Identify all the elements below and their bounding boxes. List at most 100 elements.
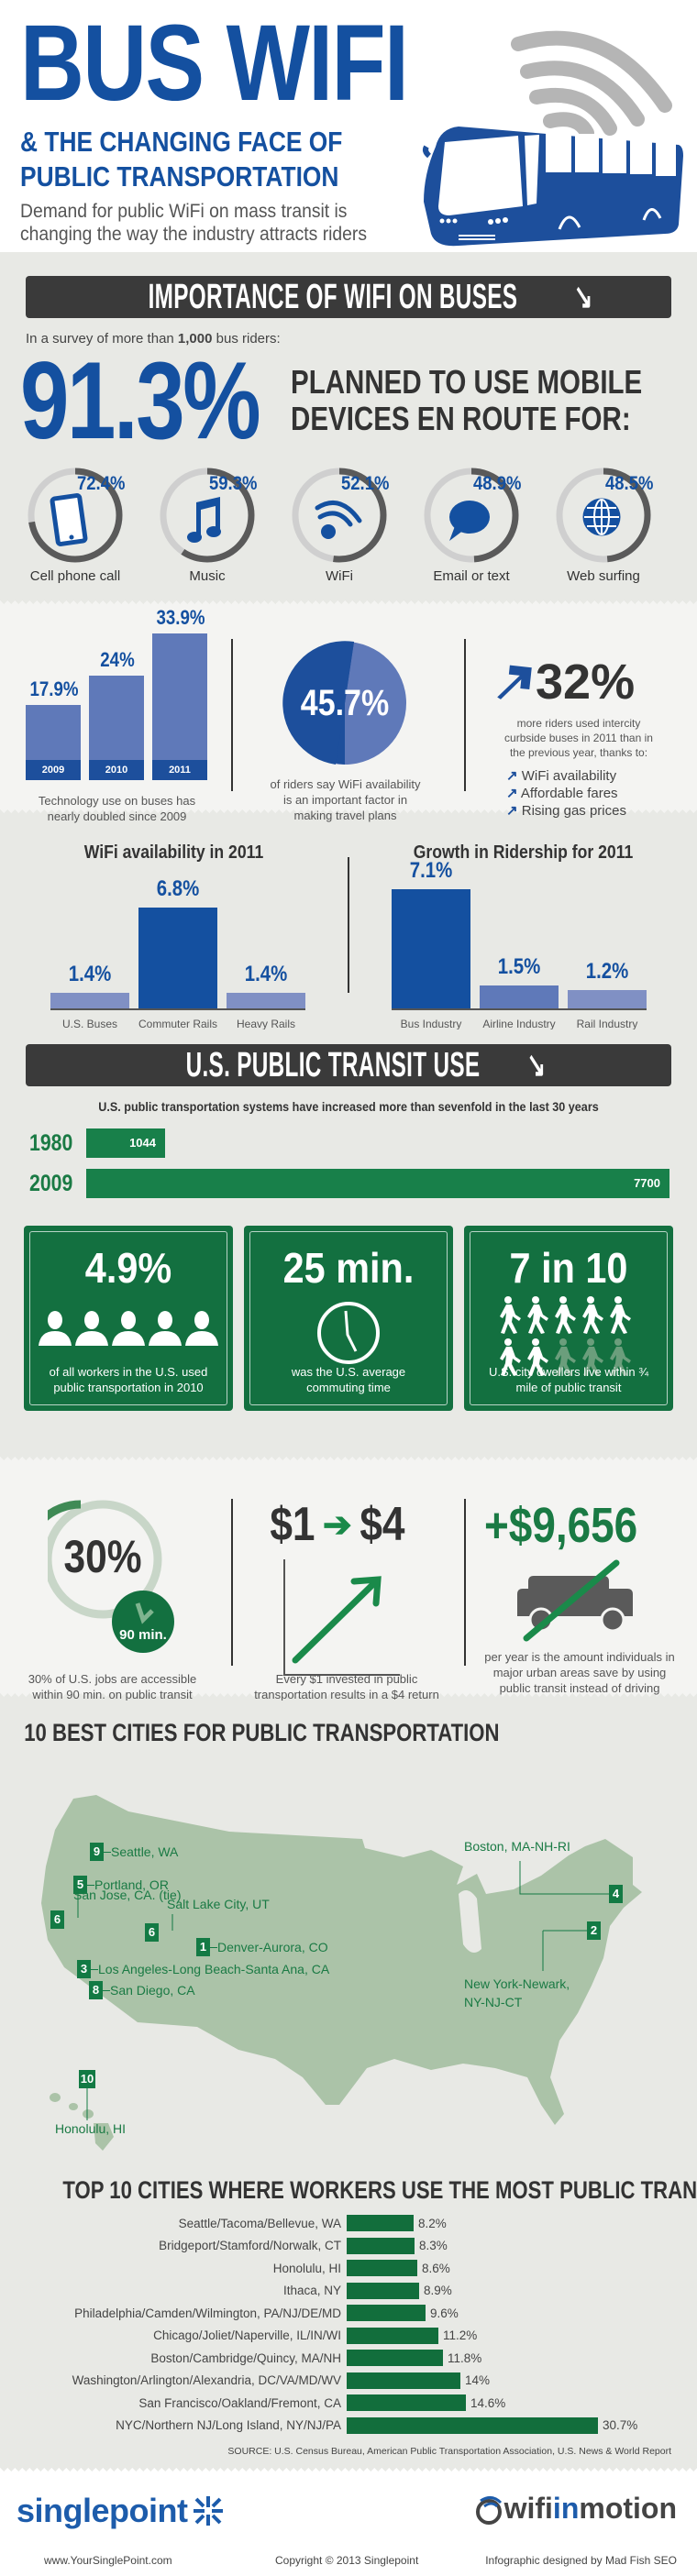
card-caption: U.S. city dwellers live within ¾ mile of … bbox=[474, 1364, 663, 1395]
caption-line: public transportation in 2010 bbox=[53, 1381, 204, 1394]
footer: singlepoint wifi in motion www.YourSingleP… bbox=[0, 2475, 697, 2576]
arrow-up-right-icon: ↗ bbox=[506, 768, 518, 784]
person-icon bbox=[39, 1311, 218, 1346]
bar-year: 2011 bbox=[152, 760, 207, 780]
percent: 11.8% bbox=[448, 2350, 482, 2365]
caption-line: U.S. city dwellers live within ¾ bbox=[488, 1365, 649, 1379]
arrow-right-icon: ➔ bbox=[322, 1505, 352, 1545]
ring-percentage: 52.1% bbox=[341, 473, 390, 494]
section-banner: U.S. PUBLIC TRANSIT USE ↘ bbox=[26, 1044, 671, 1086]
card-city-dwellers: 7 in 10 U.S. cit bbox=[464, 1226, 673, 1411]
rank-badge: 6 bbox=[145, 1923, 159, 1942]
phone-icon bbox=[50, 493, 88, 546]
jobs-ring-chart bbox=[48, 1500, 174, 1653]
ring-music: 59.3% Music bbox=[152, 466, 281, 590]
progress-ring bbox=[160, 468, 255, 563]
wifi-signal-icon bbox=[511, 30, 672, 140]
bar-value: 24% bbox=[100, 648, 135, 671]
city-marker-boston[interactable]: 4 bbox=[609, 1885, 623, 1903]
divider bbox=[464, 1499, 466, 1666]
section-banner: IMPORTANCE OF WIFI ON BUSES ↘ bbox=[26, 276, 671, 318]
website-link[interactable]: www.YourSinglePoint.com bbox=[44, 2554, 172, 2567]
city-name: Boston/Cambridge/Quincy, MA/NH bbox=[150, 2350, 341, 2365]
city-marker-los-angeles[interactable]: 3 Los Angeles-Long Beach-Santa Ana, CA bbox=[77, 1960, 329, 1978]
bar-heavy-rails: 1.4% Heavy Rails bbox=[227, 962, 305, 1030]
headline-stat: 91.3% PLANNED TO USE MOBILE DEVICES EN R… bbox=[0, 346, 697, 456]
table-row: Boston/Cambridge/Quincy, MA/NH 11.8% bbox=[0, 2347, 697, 2370]
investment-return: $1 ➔ $4 Every $1 invested in public trans… bbox=[233, 1475, 464, 1701]
city-marker-san-diego[interactable]: 8 San Diego, CA bbox=[89, 1981, 195, 1999]
reason-item: ↗ Rising gas prices bbox=[506, 802, 626, 820]
table-row: Philadelphia/Camden/Wilmington, PA/NJ/DE… bbox=[0, 2302, 697, 2325]
table-row: San Francisco/Oakland/Fremont, CA 14.6% bbox=[0, 2392, 697, 2415]
tech-caption: Technology use on buses has nearly doubl… bbox=[18, 793, 216, 824]
caption-line: making travel plans bbox=[293, 809, 397, 822]
city-marker-new-york[interactable]: 2 bbox=[587, 1921, 601, 1940]
zigzag-divider bbox=[0, 2468, 697, 2475]
tech-usage-chart: 17.9% 2009 24% 2010 33.9% 2011 Technology u… bbox=[0, 606, 231, 823]
roi-to: $4 bbox=[360, 1498, 405, 1551]
bar-label: Bus Industry bbox=[400, 1018, 462, 1030]
brand-part: in bbox=[552, 2492, 580, 2525]
progress-ring bbox=[292, 468, 387, 563]
bar-year: 1980 bbox=[29, 1129, 73, 1156]
main-title: BUS WIFI bbox=[20, 3, 409, 124]
caption-line: of all workers in the U.S. used bbox=[49, 1365, 208, 1379]
jobs-accessibility: 30% 90 min. 30% of U.S. jobs are accessi… bbox=[0, 1475, 231, 1701]
city-label: Portland, OR bbox=[94, 1877, 169, 1892]
growth-headline: 32% bbox=[492, 654, 635, 710]
city-name: Bridgeport/Stamford/Norwalk, CT bbox=[159, 2239, 341, 2253]
reason-list: ↗ WiFi availability ↗ Affordable fares ↗… bbox=[506, 767, 626, 820]
reason-label: Rising gas prices bbox=[521, 803, 626, 819]
percent: 9.6% bbox=[430, 2306, 459, 2320]
city-label: Denver-Aurora, CO bbox=[217, 1940, 328, 1954]
city-marker-san-jose[interactable]: 6 bbox=[50, 1910, 64, 1929]
percent: 8.9% bbox=[424, 2284, 452, 2298]
bar-2010: 24% 2010 bbox=[89, 648, 144, 780]
bar-year: 2009 bbox=[26, 760, 81, 780]
caption-line: Every $1 invested in public bbox=[275, 1672, 418, 1686]
city-marker-denver[interactable]: 1 Denver-Aurora, CO bbox=[196, 1938, 328, 1956]
bar-area: 7.1% Bus Industry 1.5% Airline Industry 1.… bbox=[392, 858, 648, 1030]
table-row: Washington/Arlington/Alexandria, DC/VA/M… bbox=[0, 2370, 697, 2393]
rank-badge: 6 bbox=[50, 1910, 64, 1929]
city-name: Washington/Arlington/Alexandria, DC/VA/M… bbox=[72, 2373, 341, 2388]
singlepoint-logo[interactable]: singlepoint bbox=[17, 2492, 225, 2530]
description-line: changing the way the industry attracts r… bbox=[20, 224, 368, 245]
transit-bar-1980: 1980 1044 bbox=[0, 1123, 697, 1163]
bar-value: 17.9% bbox=[29, 677, 79, 700]
bar bbox=[347, 2416, 598, 2434]
city-label-salt-lake: Salt Lake City, UT bbox=[167, 1897, 270, 1911]
city-marker-seattle[interactable]: 9 Seattle, WA bbox=[90, 1843, 178, 1861]
wifi-availability-chart: WiFi availability in 2011 1.4% U.S. Buses… bbox=[0, 830, 348, 1030]
city-marker-honolulu[interactable]: 10 bbox=[79, 2070, 95, 2088]
subtitle: & THE CHANGING FACE OF PUBLIC TRANSPORTA… bbox=[20, 125, 342, 194]
table-row: Seattle/Tacoma/Bellevue, WA 8.2% bbox=[0, 2212, 697, 2235]
bar-value: 7.1% bbox=[409, 858, 453, 883]
bar-us-buses: 1.4% U.S. Buses bbox=[50, 962, 129, 1030]
city-marker-salt-lake[interactable]: 6 bbox=[145, 1923, 159, 1942]
city-label-boston: Boston, MA-NH-RI bbox=[464, 1839, 570, 1854]
bar bbox=[347, 2327, 438, 2344]
tech-stats-section: 17.9% 2009 24% 2010 33.9% 2011 Technology u… bbox=[0, 606, 697, 823]
bar bbox=[347, 2260, 417, 2277]
card-caption: of all workers in the U.S. used public tr… bbox=[34, 1364, 223, 1395]
rank-badge: 10 bbox=[79, 2070, 95, 2088]
caption-line: per year is the amount individuals in bbox=[484, 1650, 675, 1664]
city-label-honolulu: Honolulu, HI bbox=[55, 2121, 127, 2136]
bar-value: 1044 bbox=[86, 1128, 165, 1158]
city-name: Ithaca, NY bbox=[282, 2284, 341, 2298]
wifi-in-motion-logo[interactable]: wifi in motion bbox=[473, 2492, 677, 2526]
bar-value: 1.2% bbox=[585, 959, 629, 984]
tech-bars: 17.9% 2009 24% 2010 33.9% 2011 bbox=[26, 606, 209, 780]
card-commute-time: 25 min. was the U.S. average commuting ti… bbox=[244, 1226, 453, 1411]
arrow-up-right-icon: ↗ bbox=[506, 803, 518, 819]
headline-text: PLANNED TO USE MOBILE DEVICES EN ROUTE F… bbox=[291, 364, 642, 437]
bar-rail-industry: 1.2% Rail Industry bbox=[568, 959, 647, 1030]
city-name: Honolulu, HI bbox=[272, 2261, 341, 2275]
city-marker-portland[interactable]: 5 Portland, OR bbox=[73, 1876, 169, 1894]
rank-badge: 1 bbox=[196, 1938, 210, 1956]
jobs-caption: 30% of U.S. jobs are accessible within 90… bbox=[14, 1671, 211, 1702]
caption-line: 30% of U.S. jobs are accessible bbox=[28, 1672, 197, 1686]
